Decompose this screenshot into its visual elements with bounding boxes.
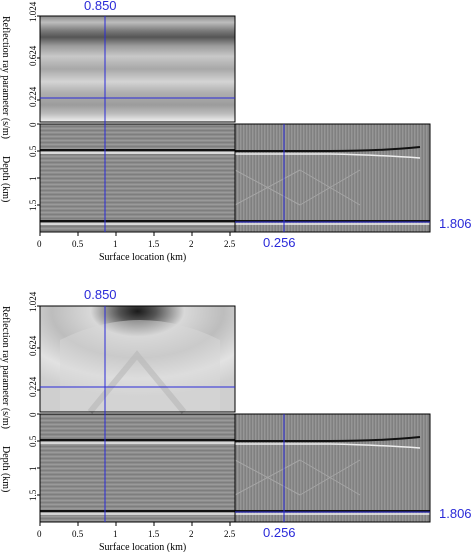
- top-depth-section-left: [40, 124, 235, 232]
- top-panel: 0.850 0.256 1.806 1.024 0.624 0.224 Refl…: [0, 0, 472, 263]
- bottom-ray-parameter-value: 0.850: [84, 287, 117, 302]
- bottom-panel: 0.850 0.256 1.806 1.024 0.624 0.224 Refl…: [0, 287, 472, 552]
- top-tick-ray-2: 0.624: [28, 45, 38, 66]
- top-tick-depth-4: 1.5: [28, 199, 38, 211]
- top-x-tick-5: 2: [189, 239, 194, 249]
- bottom-tick-ray-2: 0.624: [28, 335, 38, 356]
- bottom-y-axis-label-ray: Reflection ray parameter (s/m): [0, 306, 11, 429]
- bottom-surface-location-value: 0.256: [263, 525, 296, 540]
- top-x-tick-1: 0: [37, 239, 42, 249]
- top-depth-section-right: [235, 124, 430, 232]
- bottom-x-axis-label: Surface location (km): [99, 542, 186, 552]
- top-tick-depth-2: 0.5: [28, 145, 38, 157]
- bottom-tick-ray-1: 1.024: [28, 291, 38, 312]
- top-depth-value: 1.806: [439, 216, 472, 231]
- top-y-axis-label-depth: Depth (km): [0, 156, 11, 202]
- bottom-x-tick-1: 0: [37, 529, 42, 539]
- bottom-tick-depth-1: 0: [28, 412, 38, 417]
- bottom-x-axis: 0 0.5 1 1.5 2 2.5 Surface location (km): [37, 522, 236, 552]
- bottom-tick-depth-2: 0.5: [28, 435, 38, 447]
- bottom-y-axis-label-depth: Depth (km): [0, 446, 11, 492]
- top-y-axis-depth: 0 0.5 1 1.5 Depth (km): [0, 122, 40, 211]
- top-ray-parameter-image: [40, 16, 235, 122]
- top-y-axis-ray-parameter: 1.024 0.624 0.224 Reflection ray paramet…: [0, 1, 40, 139]
- bottom-x-tick-2: 0.5: [72, 529, 84, 539]
- top-y-axis-label-ray: Reflection ray parameter (s/m): [0, 16, 11, 139]
- bottom-x-tick-4: 1.5: [148, 529, 160, 539]
- bottom-depth-value: 1.806: [439, 506, 472, 521]
- top-ray-parameter-value: 0.850: [84, 0, 117, 13]
- bottom-depth-section-right: [235, 414, 430, 522]
- top-x-tick-2: 0.5: [72, 239, 84, 249]
- top-tick-depth-1: 0: [28, 122, 38, 127]
- bottom-tick-depth-4: 1.5: [28, 489, 38, 501]
- bottom-y-axis-depth: 0 0.5 1 1.5 Depth (km): [0, 412, 40, 501]
- top-x-tick-6: 2.5: [224, 239, 236, 249]
- top-x-axis: 0 0.5 1 1.5 2 2.5 Surface location (km): [37, 232, 236, 263]
- top-tick-ray-1: 1.024: [28, 1, 38, 22]
- top-x-tick-4: 1.5: [148, 239, 160, 249]
- top-surface-location-value: 0.256: [263, 235, 296, 250]
- bottom-depth-section-left: [40, 414, 235, 522]
- bottom-x-tick-3: 1: [113, 529, 118, 539]
- bottom-x-tick-6: 2.5: [224, 529, 236, 539]
- top-tick-depth-3: 1: [28, 177, 38, 182]
- top-x-axis-label: Surface location (km): [99, 252, 186, 263]
- bottom-tick-depth-3: 1: [28, 467, 38, 472]
- top-tick-ray-3: 0.224: [28, 86, 38, 107]
- bottom-y-axis-ray-parameter: 1.024 0.624 0.224 Reflection ray paramet…: [0, 291, 40, 429]
- bottom-x-tick-5: 2: [189, 529, 194, 539]
- top-x-tick-3: 1: [113, 239, 118, 249]
- bottom-tick-ray-3: 0.224: [28, 376, 38, 397]
